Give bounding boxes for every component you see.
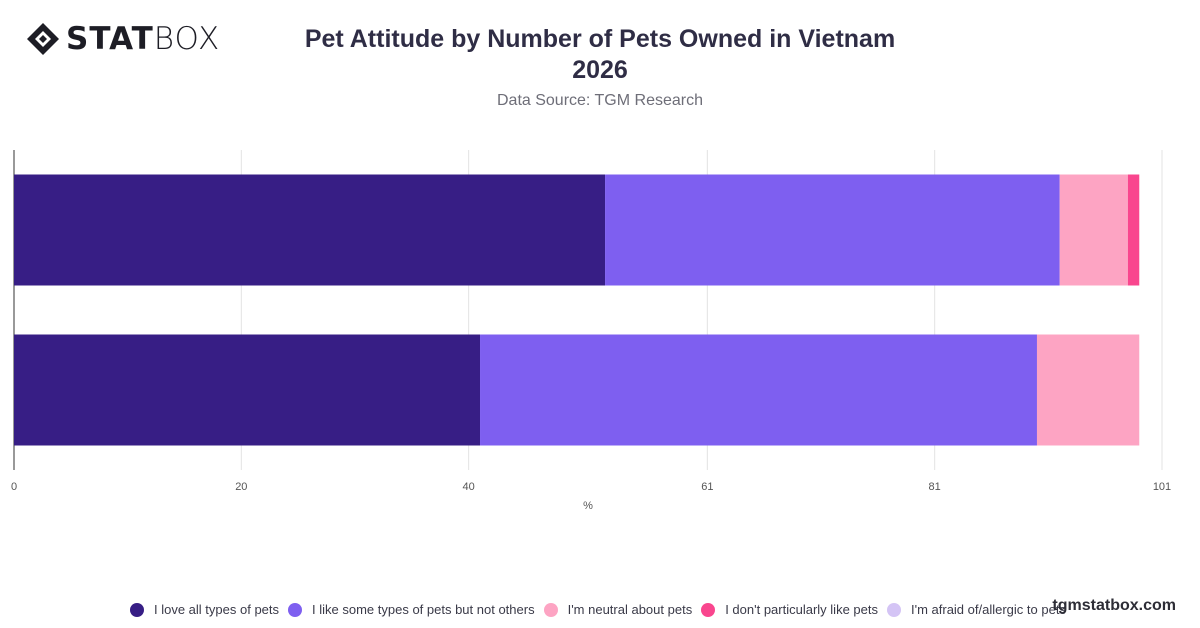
logo-text-bold: STAT — [66, 21, 154, 57]
legend-item[interactable]: I love all types of pets — [130, 602, 279, 617]
legend-label: I'm neutral about pets — [567, 602, 693, 617]
legend-swatch — [701, 602, 716, 617]
chart-title: Pet Attitude by Number of Pets Owned in … — [290, 24, 910, 86]
chart-title-line1: Pet Attitude by Number of Pets Owned in … — [304, 25, 896, 53]
bar-segment — [1059, 174, 1128, 286]
legend-item[interactable]: I'm afraid of/allergic to pets — [886, 602, 1066, 617]
statbox-logo: STATBOX — [26, 22, 220, 56]
logo-text-light: BOX — [153, 21, 221, 57]
chart-legend: I love all types of pets I like some type… — [130, 602, 1075, 617]
legend-swatch — [130, 602, 144, 617]
legend-item[interactable]: I'm neutral about pets — [543, 602, 693, 617]
legend-swatch — [288, 602, 303, 617]
x-tick-label: 0 — [11, 481, 17, 493]
bar-segment — [480, 334, 1037, 446]
legend-swatch — [886, 602, 901, 617]
x-tick-label: 40 — [463, 481, 475, 493]
legend-label: I'm afraid of/allergic to pets — [910, 602, 1066, 617]
legend-item[interactable]: I like some types of pets but not others — [288, 602, 535, 617]
bar-chart: 0 20 40 61 81 101% — [11, 150, 1171, 512]
legend-swatch — [543, 602, 558, 617]
bar-segment — [14, 334, 481, 446]
legend-label: I don't particularly like pets — [725, 602, 878, 617]
legend-label: I like some types of pets but not others — [312, 602, 535, 617]
x-axis-label: % — [583, 500, 593, 512]
bar-segment — [605, 174, 1060, 286]
chart-subtitle: Data Source: TGM Research — [496, 92, 703, 109]
watermark: tgmstatbox.com — [1052, 597, 1176, 614]
bar-segment — [1036, 334, 1140, 446]
x-tick-label: 20 — [235, 481, 247, 493]
legend-item[interactable]: I don't particularly like pets — [701, 602, 878, 617]
x-tick-label: 61 — [701, 481, 713, 493]
legend-label: I love all types of pets — [154, 602, 280, 617]
x-tick-label: 101 — [1153, 481, 1171, 493]
x-tick-label: 81 — [929, 481, 941, 493]
statbox-diamond-icon — [27, 23, 59, 55]
chart-title-line2: 2026 — [572, 56, 628, 84]
bar-segment — [1127, 174, 1140, 286]
bar-segment — [14, 174, 606, 286]
logo-wordmark: STATBOX — [66, 22, 220, 56]
